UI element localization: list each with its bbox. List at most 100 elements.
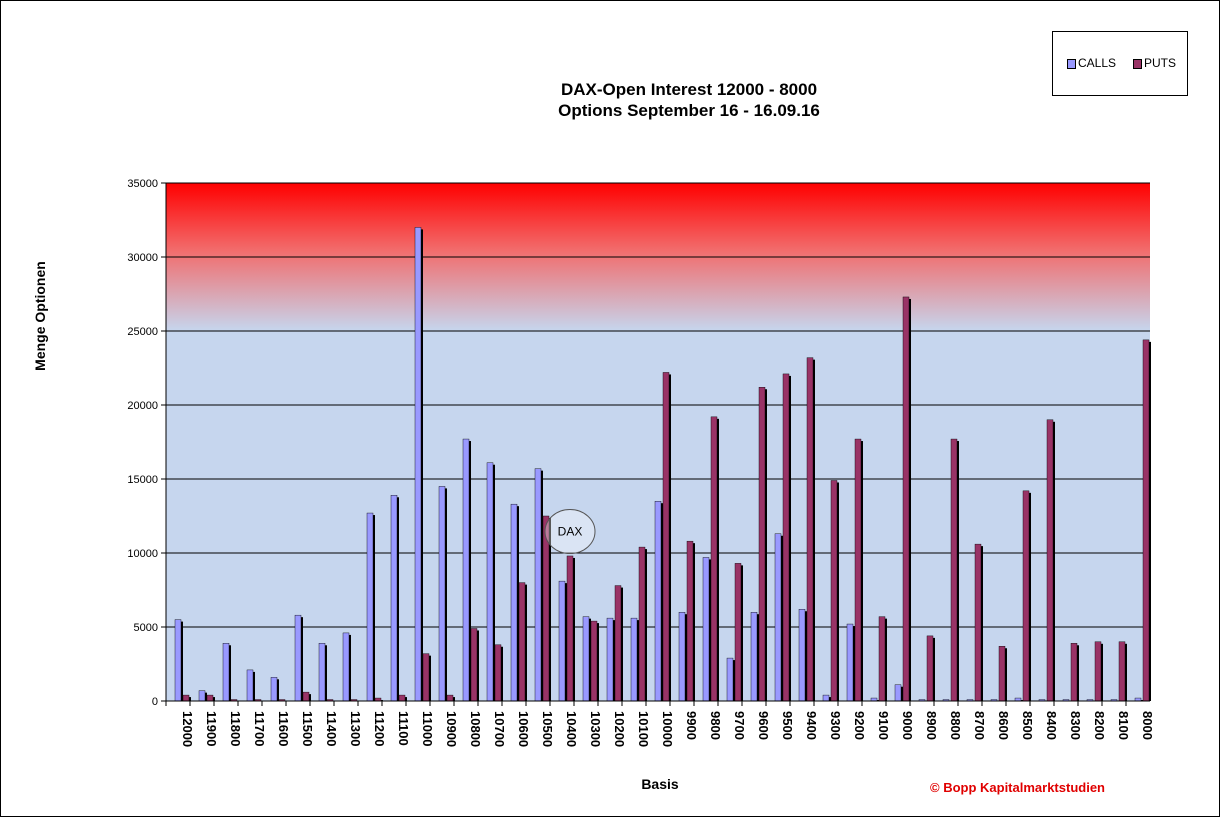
y-tick-label: 15000 <box>127 474 158 486</box>
x-tick-label: 9700 <box>732 711 747 740</box>
x-tick-label: 10500 <box>540 711 555 747</box>
bar-puts-11000 <box>422 653 430 702</box>
bar-calls-11200 <box>366 512 374 702</box>
bar-calls-9500 <box>774 533 782 702</box>
x-tick-label: 8700 <box>972 711 987 740</box>
bar-puts-10800 <box>470 628 478 702</box>
bar-puts-8300 <box>1070 643 1078 702</box>
x-tick-label: 11100 <box>396 711 411 746</box>
y-tick-label: 0 <box>152 696 158 708</box>
bar-calls-10800 <box>462 438 470 702</box>
bar-puts-9900 <box>686 540 694 702</box>
bar-calls-11600 <box>270 677 278 702</box>
bar-puts-8700 <box>974 543 982 702</box>
bar-calls-12000 <box>174 619 182 702</box>
bar-calls-11500 <box>294 614 302 702</box>
bar-puts-9700 <box>734 563 742 702</box>
x-tick-label: 9200 <box>852 711 867 740</box>
y-tick-label: 35000 <box>127 178 158 190</box>
x-tick-label: 8500 <box>1020 711 1035 740</box>
y-tick-label: 20000 <box>127 400 158 412</box>
bar-puts-9100 <box>878 616 886 702</box>
x-tick-label: 8000 <box>1140 711 1155 740</box>
bar-calls-9900 <box>678 612 686 702</box>
x-tick-label: 9900 <box>684 711 699 740</box>
bar-puts-9300 <box>830 480 838 702</box>
bar-calls-11800 <box>222 643 230 702</box>
x-tick-label: 11700 <box>252 711 267 746</box>
legend-swatch-puts <box>1133 59 1142 69</box>
bar-puts-9800 <box>710 416 718 702</box>
bar-puts-11900 <box>206 694 214 702</box>
x-tick-label: 10800 <box>468 711 483 747</box>
bar-calls-10200 <box>606 617 614 702</box>
bar-puts-10700 <box>494 644 502 702</box>
bar-calls-9800 <box>702 557 710 702</box>
bar-puts-9500 <box>782 373 790 702</box>
bar-calls-11700 <box>246 669 254 702</box>
legend-label-puts: PUTS <box>1144 56 1177 70</box>
x-tick-label: 10600 <box>516 711 531 747</box>
x-tick-label: 10200 <box>612 711 627 747</box>
bar-puts-8000 <box>1142 339 1150 702</box>
x-tick-label: 8900 <box>924 711 939 740</box>
bar-puts-8900 <box>926 635 934 702</box>
x-tick-label: 11400 <box>324 711 339 746</box>
x-tick-label: 11900 <box>204 711 219 746</box>
bar-calls-10100 <box>630 617 638 702</box>
legend-swatch-calls <box>1067 59 1076 69</box>
x-tick-label: 9600 <box>756 711 771 740</box>
y-axis-label: Menge Optionen <box>32 261 48 371</box>
bar-calls-11300 <box>342 632 350 702</box>
bar-puts-10900 <box>446 694 454 702</box>
chart-title: DAX-Open Interest 12000 - 8000 <box>560 80 818 99</box>
bar-calls-11100 <box>390 495 398 702</box>
chart-subtitle: Options September 16 - 16.09.16 <box>558 101 820 120</box>
y-tick-label: 30000 <box>127 252 158 264</box>
x-tick-label: 11000 <box>420 711 435 746</box>
bar-calls-10900 <box>438 486 446 702</box>
bar-calls-9600 <box>750 612 758 702</box>
x-tick-label: 10100 <box>636 711 651 747</box>
x-tick-label: 9800 <box>708 711 723 740</box>
bar-calls-11400 <box>318 643 326 702</box>
x-tick-label: 11200 <box>372 711 387 746</box>
legend-label-calls: CALLS <box>1078 56 1117 70</box>
x-tick-label: 12000 <box>180 711 195 747</box>
bar-puts-10300 <box>590 620 598 702</box>
x-tick-label: 11600 <box>276 711 291 746</box>
bar-calls-10700 <box>486 462 494 702</box>
bar-puts-10600 <box>518 582 526 702</box>
bar-calls-11000 <box>414 227 422 702</box>
dax-marker-circle <box>544 509 596 555</box>
bar-puts-8400 <box>1046 419 1054 702</box>
x-tick-label: 10300 <box>588 711 603 747</box>
bar-puts-8800 <box>950 438 958 702</box>
x-tick-label: 11300 <box>348 711 363 746</box>
bar-puts-10200 <box>614 585 622 702</box>
x-tick-label: 9300 <box>828 711 843 740</box>
x-tick-label: 9400 <box>804 711 819 740</box>
bar-calls-10400 <box>558 580 566 702</box>
x-tick-label: 8600 <box>996 711 1011 740</box>
bar-calls-9200 <box>846 623 854 702</box>
bar-puts-11100 <box>398 694 406 702</box>
dax-marker-label: DAX <box>558 525 583 539</box>
bar-puts-8500 <box>1022 490 1030 702</box>
x-tick-label: 9500 <box>780 711 795 740</box>
bar-puts-8600 <box>998 646 1006 702</box>
bar-puts-8100 <box>1118 641 1126 702</box>
bar-calls-9400 <box>798 609 806 702</box>
x-tick-label: 8800 <box>948 711 963 740</box>
bar-calls-10600 <box>510 503 518 702</box>
x-tick-label: 8100 <box>1116 711 1131 740</box>
x-axis-label: Basis <box>641 776 679 792</box>
bar-puts-9000 <box>902 296 910 702</box>
x-tick-label: 8300 <box>1068 711 1083 740</box>
x-tick-label: 10400 <box>564 711 579 747</box>
bar-puts-11500 <box>302 691 310 702</box>
x-tick-label: 11500 <box>300 711 315 746</box>
x-tick-label: 10900 <box>444 711 459 747</box>
bar-calls-9300 <box>822 694 830 702</box>
